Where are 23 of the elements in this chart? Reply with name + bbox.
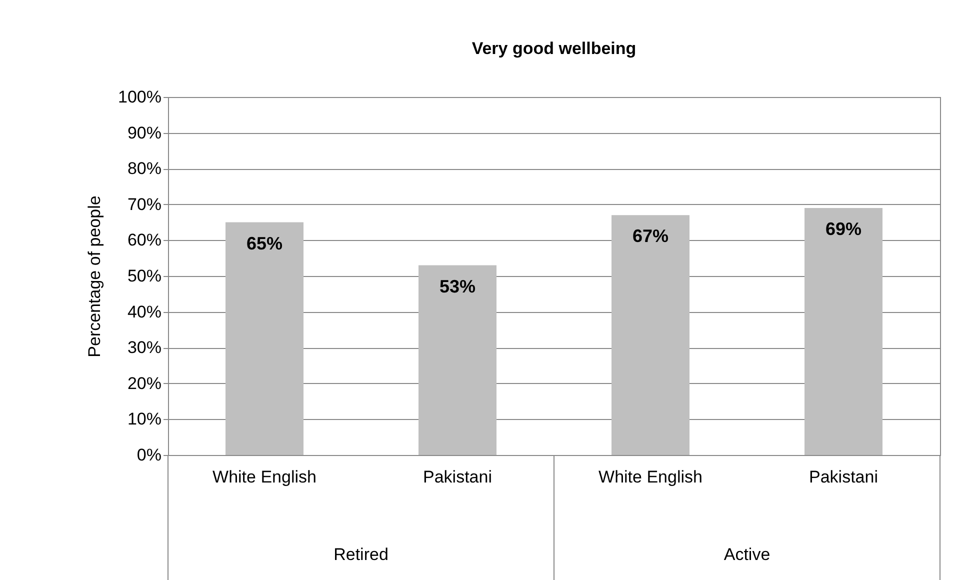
data-label: 69% xyxy=(825,218,862,239)
x-tick-label: White English xyxy=(598,468,702,486)
y-axis-title: Percentage of people xyxy=(85,196,104,358)
chart-title: Very good wellbeing xyxy=(472,39,636,58)
x-tick-label: Pakistani xyxy=(423,468,492,486)
y-tick-label: 90% xyxy=(127,123,162,142)
y-tick-label: 0% xyxy=(136,446,162,464)
y-tick-label: 30% xyxy=(127,338,162,358)
data-label: 53% xyxy=(439,276,476,296)
y-tick-label: 20% xyxy=(127,374,162,393)
y-tick-label: 60% xyxy=(127,230,162,250)
y-tick-label: 80% xyxy=(127,159,162,178)
data-label: 67% xyxy=(632,226,669,246)
y-tick-label: 40% xyxy=(127,302,162,322)
y-tick-label: 50% xyxy=(127,266,162,286)
y-tick-label: 100% xyxy=(118,88,162,106)
text: Retired xyxy=(334,545,388,564)
y-tick-label: 10% xyxy=(127,410,162,429)
x-tick-label: White English xyxy=(212,468,316,486)
text: Active xyxy=(724,545,770,564)
x-tick-label: Pakistani xyxy=(809,468,878,486)
data-label: 65% xyxy=(246,233,283,254)
y-tick-label: 70% xyxy=(127,194,162,214)
